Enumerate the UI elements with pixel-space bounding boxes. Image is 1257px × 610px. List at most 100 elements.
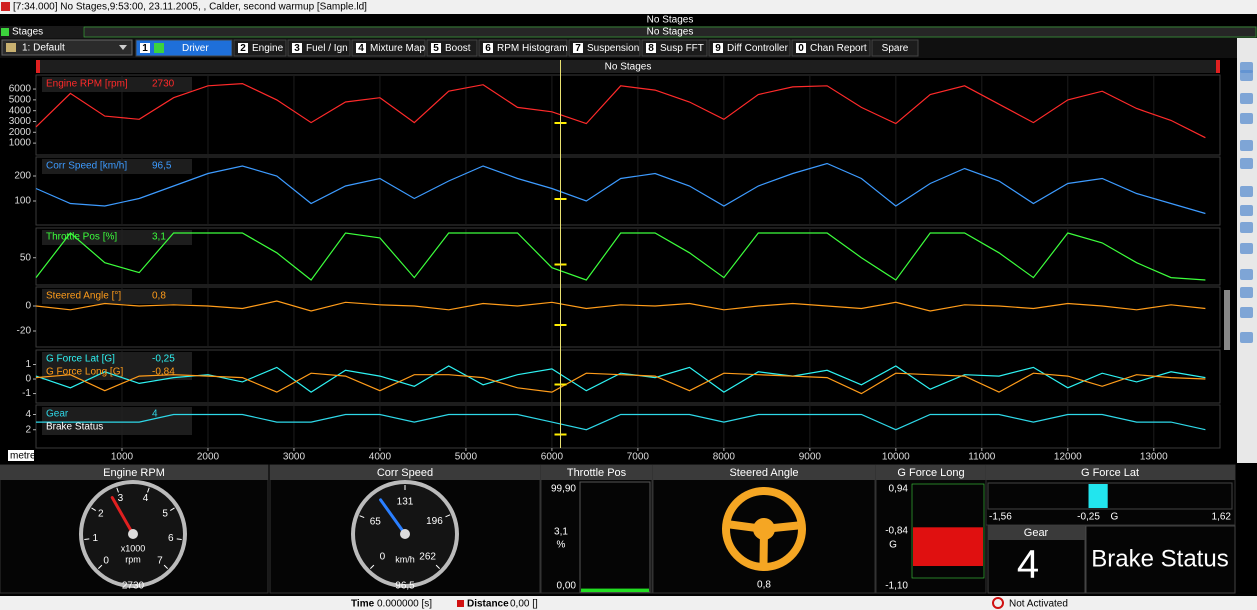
channel-trace — [35, 232, 1206, 281]
toolbar-icon[interactable] — [1240, 158, 1253, 169]
gauge-readout: 0,8 — [757, 580, 771, 591]
tab-key: 6 — [485, 43, 491, 54]
graph-panel — [35, 156, 1221, 226]
toolbar-icon[interactable] — [1240, 269, 1253, 280]
dial-tick — [359, 515, 365, 518]
layout-select[interactable] — [1, 39, 133, 56]
tab[interactable] — [641, 39, 708, 57]
gauge-header — [270, 465, 540, 480]
x-tick-label: 12000 — [1054, 452, 1082, 463]
bar-frame — [911, 483, 985, 579]
mode-text: Not Activated — [1009, 599, 1068, 610]
tab[interactable] — [351, 39, 426, 57]
dial-hub — [128, 529, 138, 539]
bar-min: -1,10 — [885, 581, 908, 592]
x-tick-label: 3000 — [283, 452, 306, 463]
tab-key: 7 — [575, 43, 581, 54]
tab-label: RPM Histogram — [497, 43, 568, 54]
steering-wheel — [722, 487, 806, 571]
graph-panel — [35, 74, 1221, 156]
channel-label-box — [42, 289, 192, 304]
distance-value: 0,00 [] — [510, 599, 538, 610]
toolbar-icon[interactable] — [1240, 140, 1253, 151]
bar-max: 1,62 — [1212, 512, 1232, 523]
x-tick-label: 6000 — [541, 452, 564, 463]
tab-key-box — [292, 43, 302, 53]
toolbar-icon[interactable] — [1240, 205, 1253, 216]
gauge-header — [876, 465, 986, 480]
tab-label: Susp FFT — [660, 43, 704, 54]
graph-panel — [35, 349, 1221, 404]
tab-label: Fuel / Ign — [306, 43, 348, 54]
channel-name: Gear — [46, 409, 69, 420]
x-tick-label: 9000 — [799, 452, 822, 463]
graph-panel — [35, 404, 1221, 449]
bar-value: -0,84 — [885, 526, 908, 537]
tab-key: 5 — [433, 43, 439, 54]
tab[interactable] — [708, 39, 791, 57]
dropdown-arrow — [119, 45, 127, 50]
y-tick-label: 3000 — [9, 116, 32, 127]
x-tick-label: 8000 — [713, 452, 736, 463]
app-icon — [1, 2, 10, 11]
tab-key: 0 — [798, 43, 804, 54]
y-tick-label: 4000 — [9, 105, 32, 116]
tab-label: Spare — [882, 43, 909, 54]
channel-label-box — [42, 407, 192, 435]
layout-select-text: 1: Default — [22, 43, 65, 54]
toolbar-icon[interactable] — [1240, 307, 1253, 318]
banner-end — [36, 60, 40, 73]
tab-key-box — [573, 43, 583, 53]
channel-name: Brake Status — [46, 422, 103, 433]
toolbar-icon[interactable] — [1240, 70, 1253, 81]
toolbar-icon[interactable] — [1240, 287, 1253, 298]
dial-tick — [369, 564, 375, 570]
dial-tick-label: 0 — [380, 551, 386, 562]
dial-needle — [379, 498, 407, 536]
gauge-header — [986, 465, 1235, 480]
tab-key: 4 — [358, 43, 364, 54]
distance-label: Distance — [467, 599, 509, 610]
x-tick-label: 5000 — [455, 452, 478, 463]
toolbar-icon[interactable] — [1240, 243, 1253, 254]
gauge-header — [653, 465, 875, 480]
tab[interactable] — [791, 39, 871, 57]
y-tick-label: 200 — [14, 171, 31, 182]
toolbar-icon[interactable] — [1240, 332, 1253, 343]
tab-label: Suspension — [587, 43, 639, 54]
bar-min: -1,56 — [989, 512, 1012, 523]
gauge-title: G Force Long — [897, 467, 964, 479]
toolbar-icon[interactable] — [1240, 222, 1253, 233]
tab-key: 1 — [142, 43, 148, 54]
y-tick-label: 100 — [14, 196, 31, 207]
toolbar-icon[interactable] — [1240, 113, 1253, 124]
tab-key: 3 — [294, 43, 300, 54]
tab-label: Driver — [182, 43, 209, 54]
toolbar-icon[interactable] — [1240, 93, 1253, 104]
tab[interactable] — [478, 39, 568, 57]
toolbar-icon[interactable] — [1240, 186, 1253, 197]
y-tick-label: -1 — [22, 388, 31, 399]
tab[interactable] — [871, 39, 919, 57]
tab[interactable] — [287, 39, 351, 57]
dial-tick-label: 1 — [92, 533, 98, 544]
title-bar — [0, 0, 1257, 14]
bar-unit: % — [557, 540, 566, 551]
x-tick-label: 7000 — [627, 452, 650, 463]
distance-icon — [457, 600, 464, 607]
dial-tick-label: 2 — [98, 508, 104, 519]
dial-tick — [84, 538, 90, 540]
tab[interactable] — [568, 39, 641, 57]
dial-tick — [163, 564, 169, 570]
tab-label: Boost — [445, 43, 471, 54]
tab-key: 9 — [715, 43, 721, 54]
channel-name: Engine RPM [rpm] — [46, 79, 128, 90]
gauge-title: Throttle Pos — [567, 467, 627, 479]
dial-tick — [116, 487, 119, 493]
bar-value: -0,25 — [1077, 512, 1100, 523]
tab-key-box — [140, 43, 150, 53]
y-tick-label: 50 — [20, 252, 32, 263]
gauge-header — [988, 526, 1085, 540]
tab-label: Diff Controller — [727, 43, 789, 54]
gauge-readout: 96,5 — [395, 581, 415, 592]
